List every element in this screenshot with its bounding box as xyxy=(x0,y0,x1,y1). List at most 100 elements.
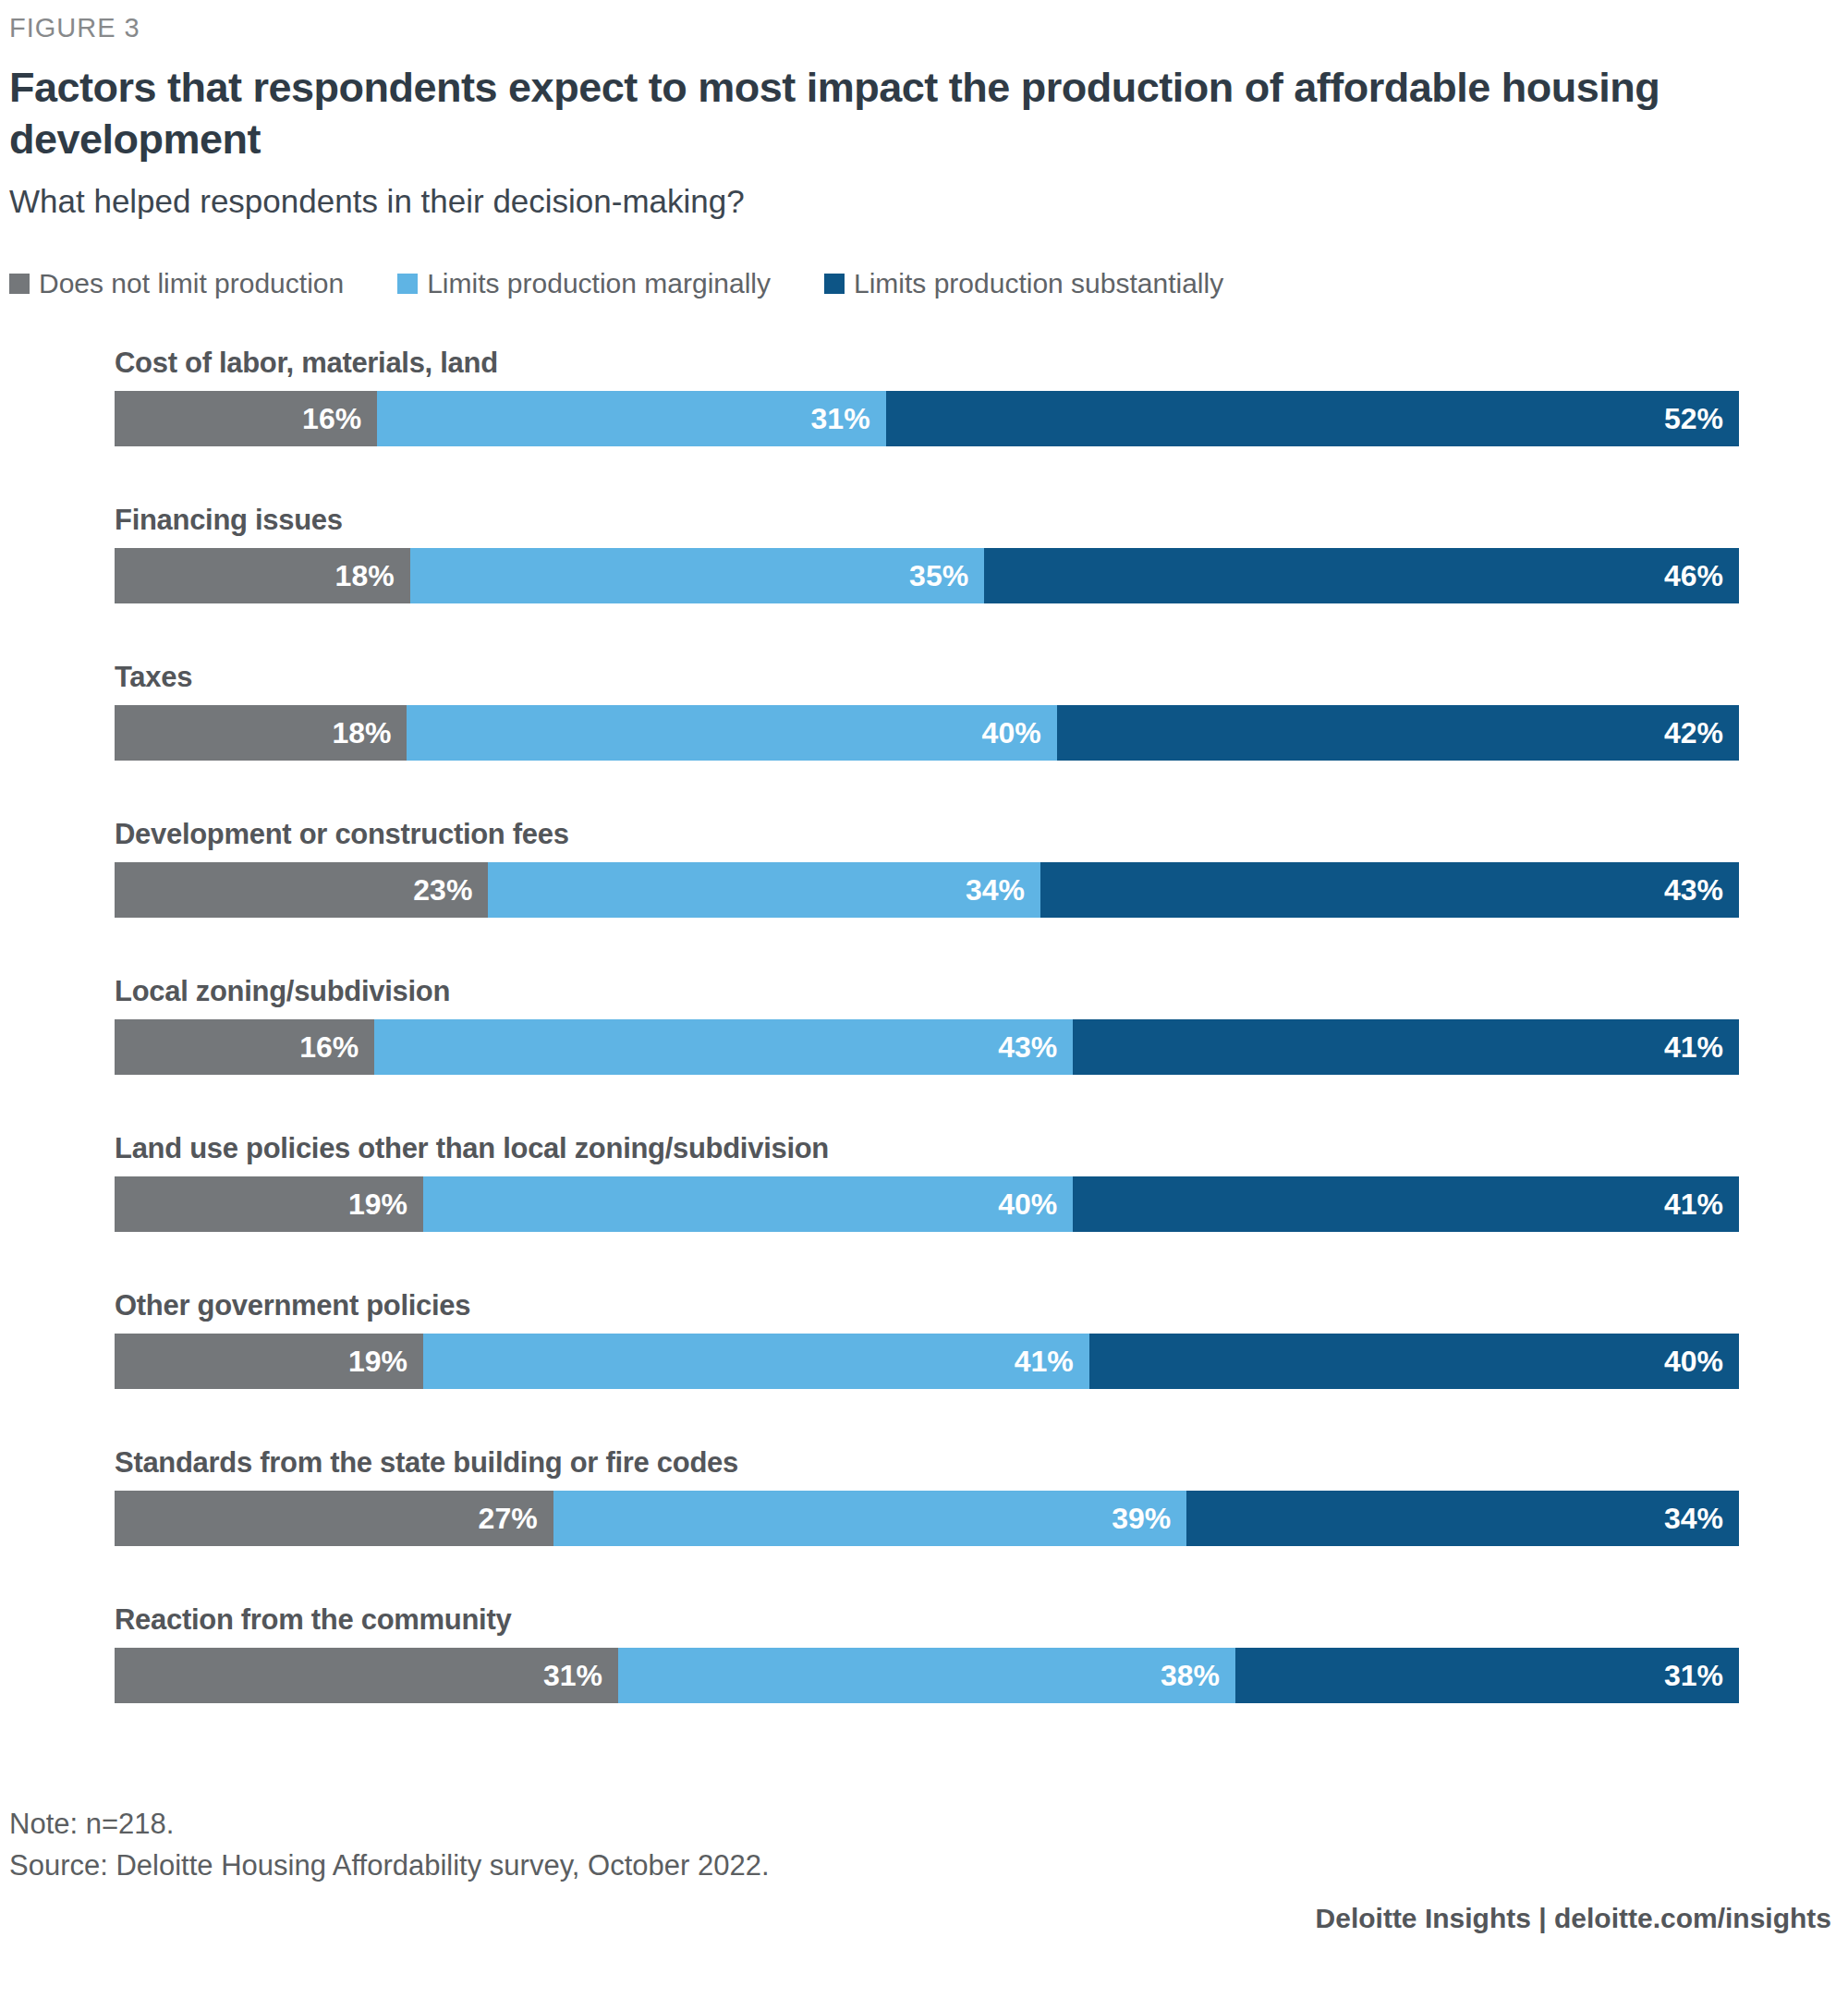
bar-segment-limits-marginally: 39% xyxy=(553,1491,1187,1546)
segment-value-label: 34% xyxy=(966,872,1025,907)
category-label: Land use policies other than local zonin… xyxy=(115,1133,1739,1164)
category-label: Reaction from the community xyxy=(115,1604,1739,1636)
segment-value-label: 40% xyxy=(998,1187,1057,1221)
segment-value-label: 52% xyxy=(1664,401,1723,435)
bar-segment-limits-marginally: 35% xyxy=(410,548,985,603)
stacked-bar: 18% 35% 46% xyxy=(115,548,1739,603)
figure-page: FIGURE 3 Factors that respondents expect… xyxy=(0,0,1848,1998)
figure-subtitle: What helped respondents in their decisio… xyxy=(9,183,1837,220)
bar-segment-limits-substantially: 40% xyxy=(1089,1334,1739,1389)
footer-note: Note: n=218. xyxy=(9,1803,1837,1845)
figure-label: FIGURE 3 xyxy=(9,13,1837,43)
stacked-bar: 19% 41% 40% xyxy=(115,1334,1739,1389)
bar-segment-does-not-limit: 19% xyxy=(115,1176,423,1232)
bar-segment-limits-substantially: 52% xyxy=(886,391,1739,446)
chart-legend: Does not limit production Limits product… xyxy=(9,268,1837,299)
legend-item-label: Does not limit production xyxy=(39,268,344,299)
bar-segment-does-not-limit: 27% xyxy=(115,1491,553,1546)
legend-swatch-icon xyxy=(824,274,845,294)
chart-row: Local zoning/subdivision 16% 43% 41% xyxy=(115,976,1739,1075)
chart-row: Land use policies other than local zonin… xyxy=(115,1133,1739,1232)
bar-segment-limits-substantially: 31% xyxy=(1235,1648,1739,1703)
segment-value-label: 42% xyxy=(1664,715,1723,749)
segment-value-label: 19% xyxy=(348,1344,407,1378)
bar-segment-does-not-limit: 18% xyxy=(115,548,410,603)
segment-value-label: 41% xyxy=(1664,1029,1723,1064)
bar-segment-limits-marginally: 34% xyxy=(488,862,1040,918)
bar-segment-limits-marginally: 40% xyxy=(407,705,1056,761)
bar-segment-limits-marginally: 31% xyxy=(377,391,885,446)
segment-value-label: 41% xyxy=(1015,1344,1074,1378)
stacked-bar: 16% 43% 41% xyxy=(115,1019,1739,1075)
chart-rows: Cost of labor, materials, land 16% 31% 52%… xyxy=(115,347,1739,1703)
segment-value-label: 43% xyxy=(1664,872,1723,907)
figure-title: Factors that respondents expect to most … xyxy=(9,62,1719,166)
bar-segment-limits-marginally: 43% xyxy=(374,1019,1073,1075)
chart-row: Other government policies 19% 41% 40% xyxy=(115,1290,1739,1389)
stacked-bar-chart: Cost of labor, materials, land 16% 31% 52%… xyxy=(115,347,1739,1703)
segment-value-label: 27% xyxy=(479,1501,538,1535)
bar-segment-does-not-limit: 16% xyxy=(115,1019,374,1075)
category-label: Financing issues xyxy=(115,505,1739,536)
bar-segment-limits-marginally: 41% xyxy=(423,1334,1089,1389)
category-label: Other government policies xyxy=(115,1290,1739,1322)
bar-segment-limits-substantially: 42% xyxy=(1057,705,1739,761)
segment-value-label: 43% xyxy=(998,1029,1057,1064)
category-label: Taxes xyxy=(115,662,1739,693)
segment-value-label: 31% xyxy=(543,1658,602,1692)
legend-swatch-icon xyxy=(9,274,30,294)
chart-row: Taxes 18% 40% 42% xyxy=(115,662,1739,761)
segment-value-label: 16% xyxy=(302,401,361,435)
stacked-bar: 19% 40% 41% xyxy=(115,1176,1739,1232)
stacked-bar: 16% 31% 52% xyxy=(115,391,1739,446)
chart-row: Cost of labor, materials, land 16% 31% 52% xyxy=(115,347,1739,446)
bar-segment-limits-substantially: 41% xyxy=(1073,1019,1739,1075)
chart-row: Financing issues 18% 35% 46% xyxy=(115,505,1739,603)
segment-value-label: 18% xyxy=(335,558,395,592)
stacked-bar: 18% 40% 42% xyxy=(115,705,1739,761)
bar-segment-limits-substantially: 41% xyxy=(1073,1176,1739,1232)
segment-value-label: 19% xyxy=(348,1187,407,1221)
bar-segment-does-not-limit: 18% xyxy=(115,705,407,761)
segment-value-label: 38% xyxy=(1161,1658,1220,1692)
segment-value-label: 23% xyxy=(413,872,472,907)
segment-value-label: 31% xyxy=(811,401,870,435)
chart-row: Reaction from the community 31% 38% 31% xyxy=(115,1604,1739,1703)
chart-row: Standards from the state building or fir… xyxy=(115,1447,1739,1546)
segment-value-label: 41% xyxy=(1664,1187,1723,1221)
legend-item-limits-substantially: Limits production substantially xyxy=(824,268,1223,299)
segment-value-label: 46% xyxy=(1664,558,1723,592)
legend-item-label: Limits production marginally xyxy=(427,268,771,299)
legend-swatch-icon xyxy=(397,274,418,294)
footer-source: Source: Deloitte Housing Affordability s… xyxy=(9,1845,1837,1886)
segment-value-label: 40% xyxy=(1664,1344,1723,1378)
bar-segment-does-not-limit: 16% xyxy=(115,391,377,446)
chart-row: Development or construction fees 23% 34% 4… xyxy=(115,819,1739,918)
category-label: Local zoning/subdivision xyxy=(115,976,1739,1007)
bar-segment-limits-marginally: 38% xyxy=(618,1648,1235,1703)
stacked-bar: 23% 34% 43% xyxy=(115,862,1739,918)
segment-value-label: 16% xyxy=(299,1029,359,1064)
bar-segment-limits-substantially: 43% xyxy=(1040,862,1739,918)
category-label: Cost of labor, materials, land xyxy=(115,347,1739,379)
bar-segment-limits-marginally: 40% xyxy=(423,1176,1073,1232)
stacked-bar: 27% 39% 34% xyxy=(115,1491,1739,1546)
deloitte-insights-attribution: Deloitte Insights | deloitte.com/insight… xyxy=(9,1903,1837,1934)
legend-item-limits-marginally: Limits production marginally xyxy=(397,268,771,299)
segment-value-label: 31% xyxy=(1664,1658,1723,1692)
legend-item-label: Limits production substantially xyxy=(854,268,1223,299)
legend-item-does-not-limit: Does not limit production xyxy=(9,268,344,299)
figure-footer: Note: n=218. Source: Deloitte Housing Af… xyxy=(9,1803,1837,1934)
bar-segment-does-not-limit: 31% xyxy=(115,1648,618,1703)
segment-value-label: 34% xyxy=(1664,1501,1723,1535)
segment-value-label: 39% xyxy=(1112,1501,1171,1535)
segment-value-label: 40% xyxy=(982,715,1041,749)
bar-segment-limits-substantially: 46% xyxy=(984,548,1739,603)
segment-value-label: 35% xyxy=(909,558,968,592)
bar-segment-limits-substantially: 34% xyxy=(1186,1491,1739,1546)
segment-value-label: 18% xyxy=(332,715,391,749)
stacked-bar: 31% 38% 31% xyxy=(115,1648,1739,1703)
category-label: Development or construction fees xyxy=(115,819,1739,850)
category-label: Standards from the state building or fir… xyxy=(115,1447,1739,1479)
bar-segment-does-not-limit: 19% xyxy=(115,1334,423,1389)
